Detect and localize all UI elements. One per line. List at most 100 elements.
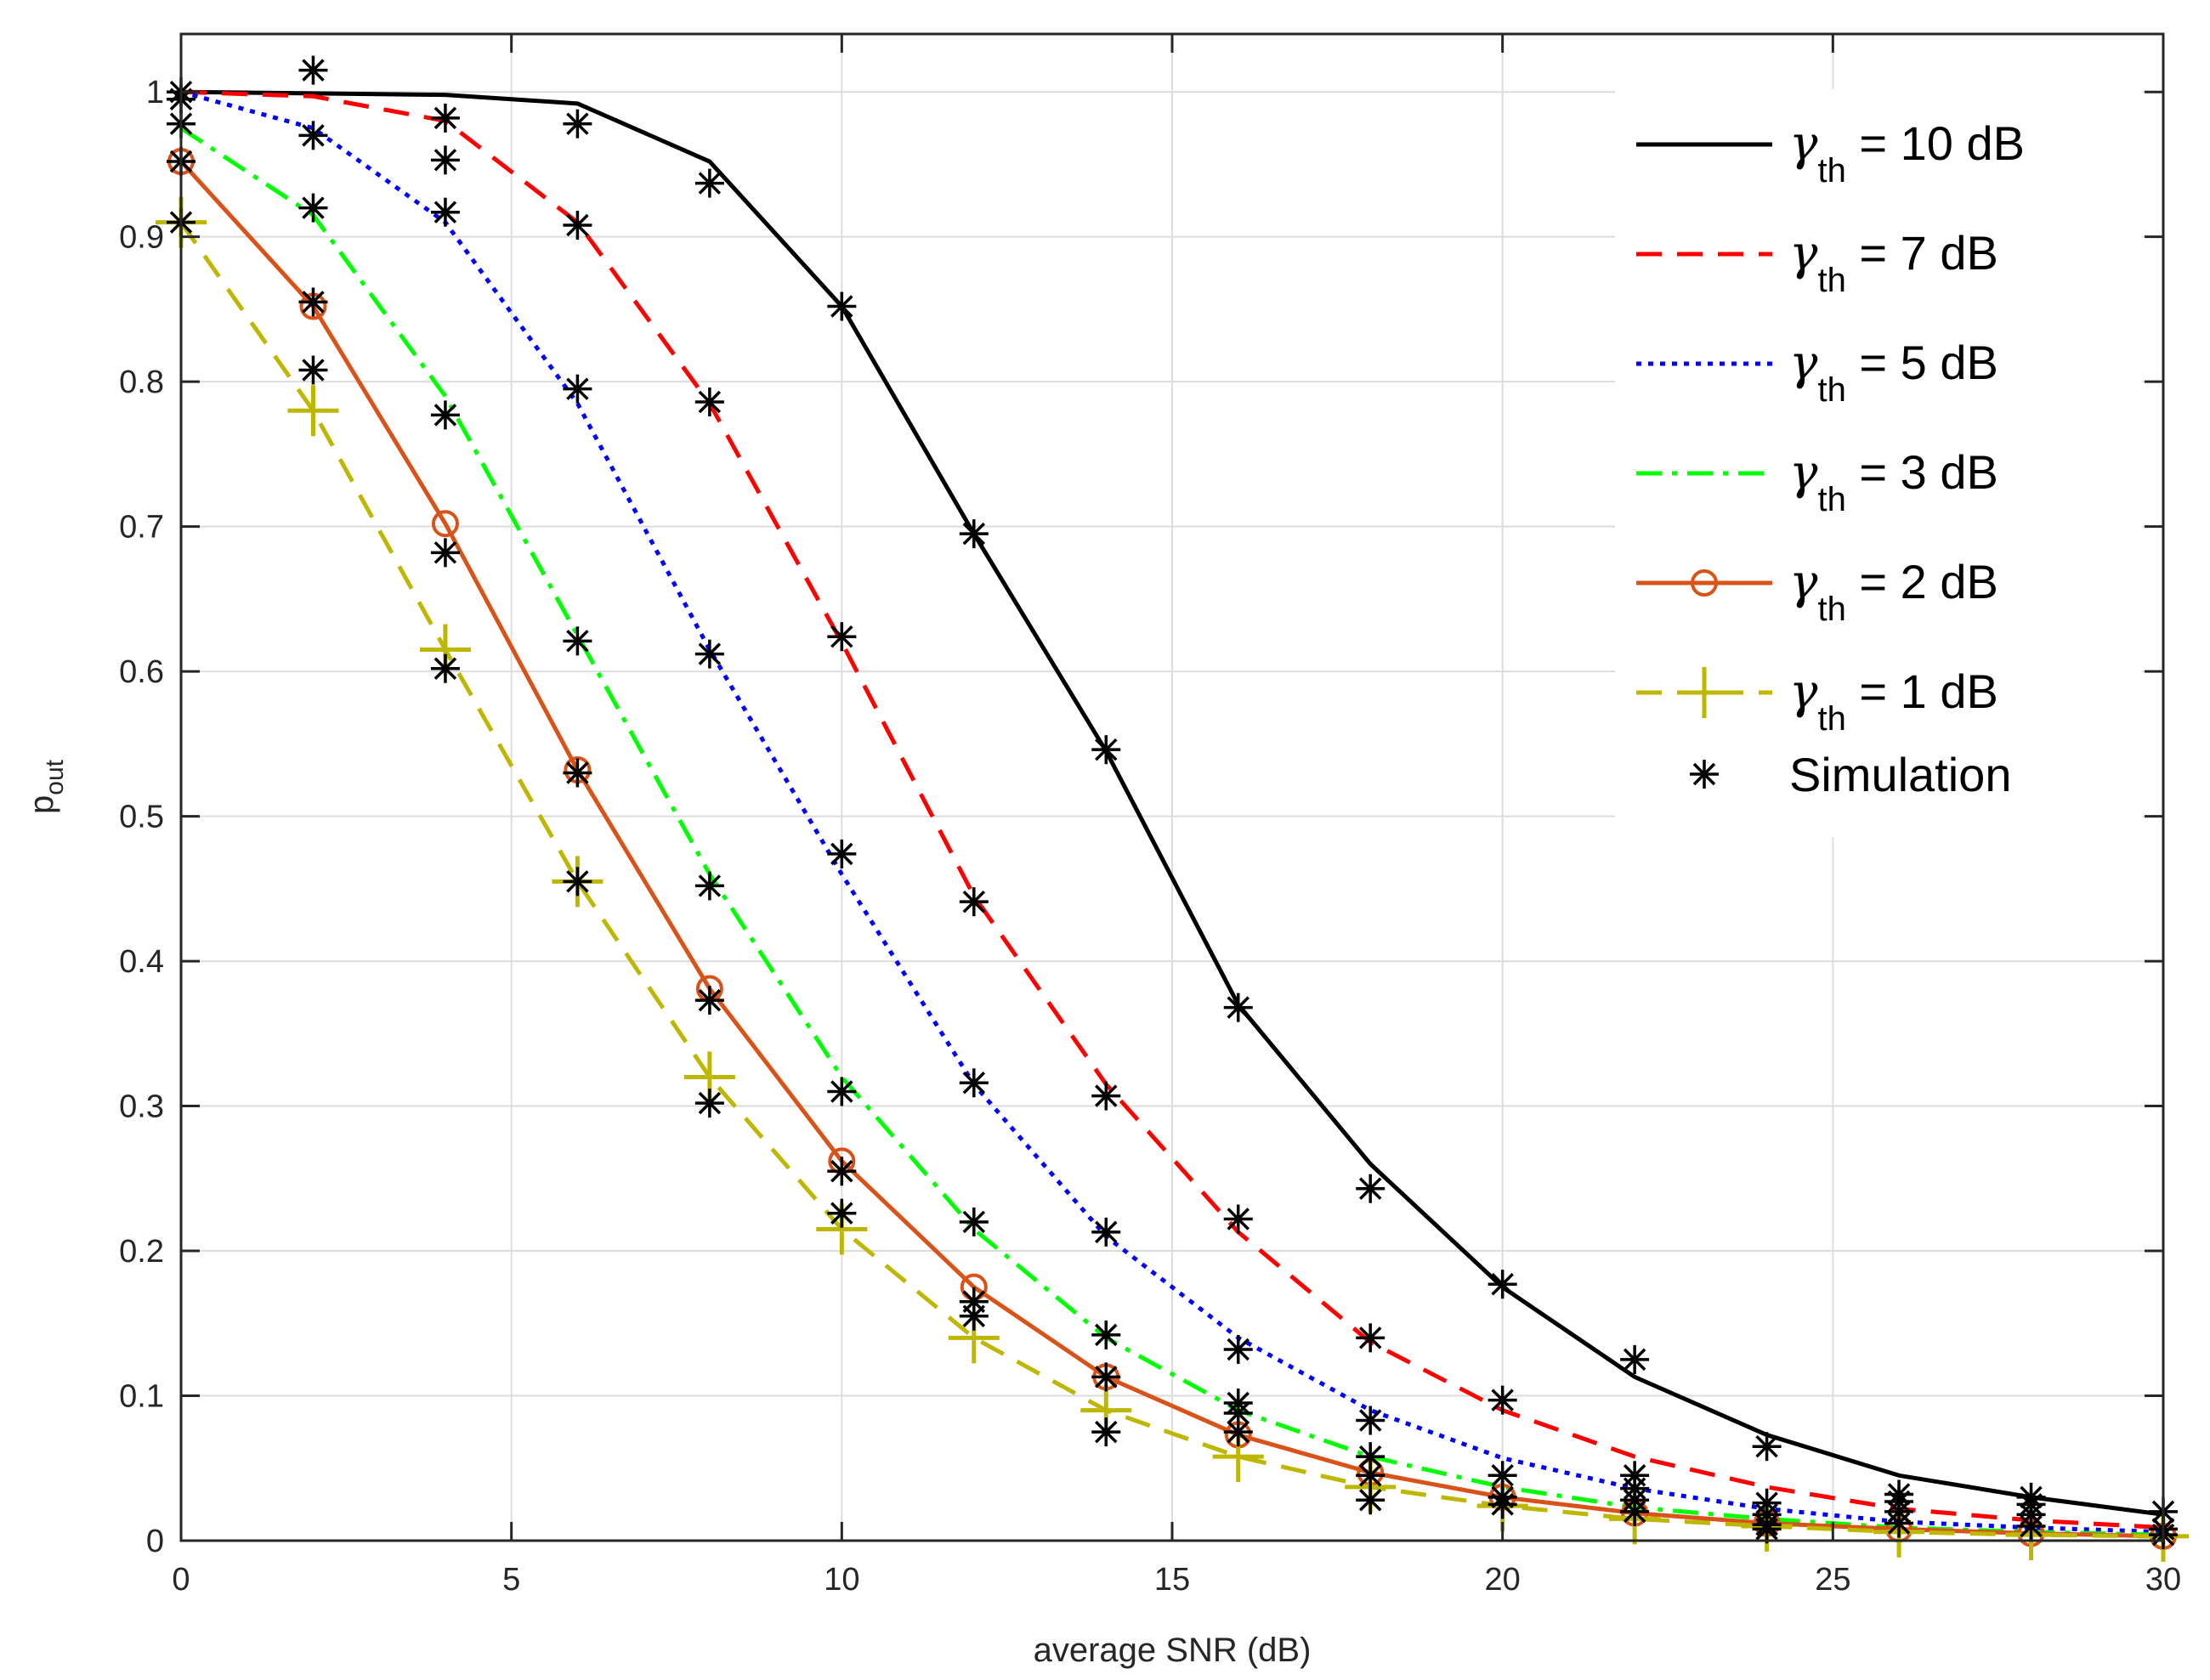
asterisk-stroke [830, 625, 853, 648]
legend-label-subscript: th [1817, 262, 1845, 299]
simulation-point [694, 1089, 724, 1118]
simulation-point [563, 211, 592, 240]
asterisk-stroke [434, 149, 457, 172]
simulation-point [1356, 1485, 1386, 1515]
asterisk-stroke [302, 124, 325, 147]
series-line-g10 [180, 89, 2164, 1517]
simulation-point [959, 887, 989, 917]
asterisk-stroke [830, 1080, 853, 1103]
simulation-point [1091, 735, 1121, 765]
asterisk-stroke [1887, 1512, 1911, 1535]
simulation-point [1356, 1174, 1386, 1203]
asterisk-stroke [302, 59, 325, 82]
legend-label-g3: γth = 3 dB [1789, 445, 1998, 518]
asterisk-stroke [1227, 996, 1250, 1019]
series-line-g1 [178, 221, 2164, 1539]
simulation-point [2016, 1511, 2046, 1541]
asterisk-stroke [434, 541, 457, 564]
simulation-point [827, 1157, 857, 1186]
simulation-point [827, 839, 857, 868]
axes [179, 32, 2165, 1542]
asterisk-stroke [830, 295, 853, 318]
simulation-point [694, 871, 724, 901]
series-g5 [180, 89, 2164, 1535]
x-tick-label: 0 [172, 1562, 190, 1598]
simulation-point [1752, 1432, 1782, 1462]
simulation-point [1488, 1385, 1517, 1415]
legend-label-g2: γth = 2 dB [1789, 555, 1998, 628]
legend-label-value: = 7 dB [1846, 226, 1998, 280]
simulation-point [298, 193, 328, 223]
asterisk-stroke [1623, 1500, 1646, 1524]
asterisk-stroke [1692, 762, 1716, 786]
legend-label-symbol: γ [1789, 555, 1818, 610]
simulation-point [563, 626, 592, 656]
simulation-point [694, 387, 724, 417]
asterisk-stroke [1491, 1493, 1514, 1516]
simulation-point [430, 197, 460, 227]
simulation-point [1488, 1270, 1517, 1299]
asterisk-stroke [434, 657, 457, 680]
simulation-point [430, 653, 460, 683]
asterisk-stroke [698, 390, 722, 414]
asterisk-stroke [1095, 1366, 1118, 1389]
simulation-point [959, 519, 989, 549]
asterisk-stroke [302, 291, 325, 314]
simulation-point [298, 55, 328, 85]
legend-label-g5: γth = 5 dB [1789, 336, 1998, 409]
y-tick-label: 0.4 [119, 944, 164, 980]
asterisk-stroke [1491, 1273, 1514, 1296]
y-tick-label: 0.7 [119, 510, 164, 546]
simulation-point [959, 1068, 989, 1098]
x-tick-label: 20 [1485, 1562, 1521, 1598]
simulation-point [1620, 1344, 1650, 1374]
simulation-point [1356, 1323, 1386, 1353]
legend-label-symbol: γ [1789, 665, 1818, 720]
simulation-point [1223, 1417, 1253, 1447]
asterisk-stroke [1095, 1084, 1118, 1107]
asterisk-stroke [434, 106, 457, 130]
asterisk-stroke [1623, 1348, 1646, 1372]
legend-label-value: = 3 dB [1846, 445, 1998, 499]
legend-entry-g10: γth = 10 dB [1636, 116, 2025, 189]
simulation-point [563, 867, 592, 897]
asterisk-stroke [962, 1304, 986, 1327]
simulation-markers [167, 55, 2178, 1550]
asterisk-stroke [1358, 1445, 1382, 1468]
y-tick-label: 0.9 [119, 220, 164, 256]
legend-entry-g3: γth = 3 dB [1636, 445, 1998, 518]
legend-label-value: = 10 dB [1846, 116, 2025, 170]
y-axis-title-base: p [23, 795, 60, 814]
y-tick-label: 0.3 [119, 1089, 164, 1125]
asterisk-stroke [1227, 1338, 1250, 1361]
x-axis-title: average SNR (dB) [1034, 1632, 1312, 1669]
asterisk-stroke [698, 874, 722, 897]
simulation-point [1223, 1204, 1253, 1234]
asterisk-stroke [962, 1072, 986, 1095]
simulation-point [430, 400, 460, 430]
simulation-point [694, 168, 724, 198]
simulation-point [694, 986, 724, 1015]
simulation-point [430, 145, 460, 175]
legend-label-subscript: th [1817, 481, 1845, 518]
y-tick-label: 0 [146, 1524, 164, 1559]
simulation-point [1752, 1514, 1782, 1544]
asterisk-stroke [830, 842, 853, 866]
asterisk-stroke [962, 1210, 986, 1234]
simulation-point [827, 291, 857, 321]
asterisk-stroke [302, 359, 325, 382]
asterisk-stroke [1095, 1420, 1118, 1444]
asterisk-stroke [830, 1160, 853, 1183]
simulation-point [298, 355, 328, 385]
x-tick-label: 25 [1815, 1562, 1850, 1598]
legend-entry-g2: γth = 2 dB [1636, 555, 1998, 628]
asterisk-stroke [1755, 1434, 1778, 1458]
legend-label-g10: γth = 10 dB [1789, 116, 2025, 189]
simulation-point [563, 758, 592, 788]
y-axis-title-subscript: out [41, 759, 69, 795]
y-tick-label: 1 [146, 75, 164, 110]
asterisk-stroke [698, 172, 722, 195]
asterisk-stroke [1491, 1389, 1514, 1411]
simulation-point [959, 1301, 989, 1331]
